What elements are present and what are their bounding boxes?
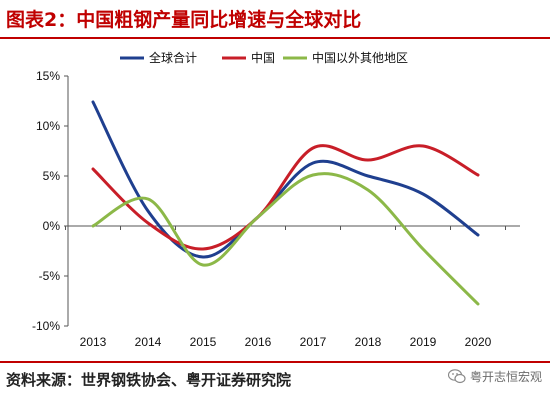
series-line-2 (91, 144, 480, 251)
x-tick-label: 2018 (355, 335, 382, 349)
y-tick-label: 10% (36, 119, 60, 133)
legend-label: 中国 (251, 50, 275, 65)
line-chart: 15% 10% 5% 0% -5% -10% 2013 2014 2015 2016 2017 201… (32, 50, 520, 349)
footer-divider (0, 361, 550, 363)
series-line-3 (91, 172, 480, 306)
title-divider (0, 37, 550, 39)
x-tick-label: 2015 (190, 335, 217, 349)
wechat-icon (447, 369, 466, 384)
watermark: 粤开志恒宏观 (447, 368, 542, 385)
title-bar: 图表2：中国粗钢产量同比增速与全球对比 (0, 0, 550, 36)
x-tick-label: 2019 (410, 335, 437, 349)
y-tick-label: 15% (36, 69, 60, 83)
y-tick-label: -10% (32, 319, 60, 333)
x-tick-label: 2013 (80, 335, 107, 349)
y-tick-label: -5% (39, 269, 61, 283)
chart-title: 图表2：中国粗钢产量同比增速与全球对比 (6, 8, 362, 31)
legend-label: 中国以外其他地区 (312, 50, 408, 65)
source-note: 资料来源：世界钢铁协会、粤开证券研究院 (6, 371, 292, 389)
y-tick-label: 5% (43, 169, 61, 183)
y-tick-label: 0% (43, 219, 61, 233)
legend-label: 全球合计 (149, 50, 197, 65)
watermark-text: 粤开志恒宏观 (469, 370, 542, 384)
x-tick-label: 2016 (245, 335, 272, 349)
x-tick-label: 2014 (135, 335, 162, 349)
x-tick-label: 2017 (300, 335, 327, 349)
x-tick-label: 2020 (465, 335, 492, 349)
